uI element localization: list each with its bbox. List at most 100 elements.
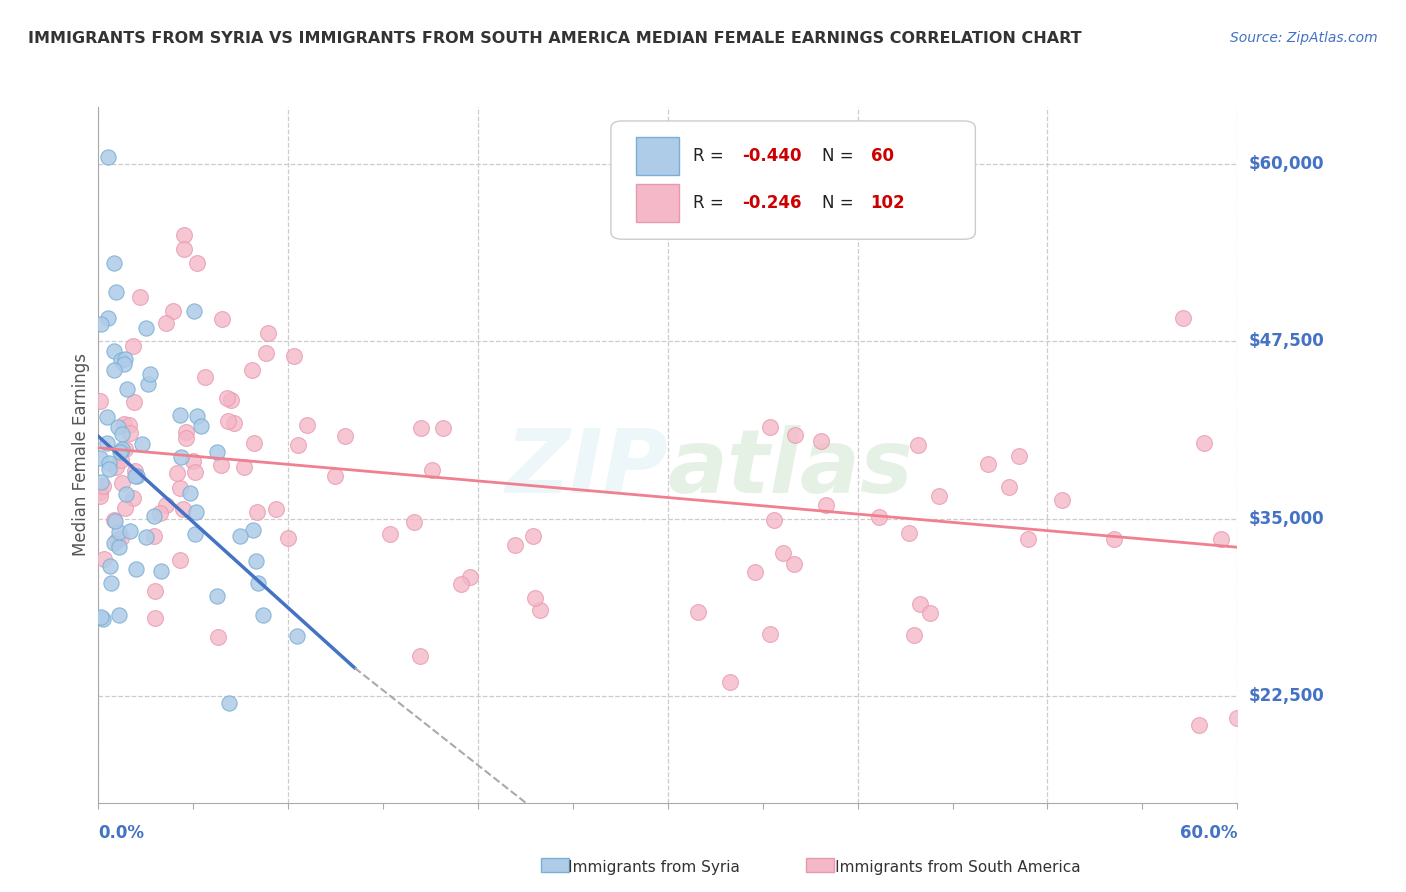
Point bbox=[108, 445, 131, 459]
Text: $60,000: $60,000 bbox=[1249, 155, 1324, 173]
Text: $47,500: $47,500 bbox=[1249, 333, 1324, 351]
Text: 0.0%: 0.0% bbox=[98, 824, 145, 842]
Point bbox=[184, 465, 207, 479]
Point bbox=[209, 458, 232, 472]
Point bbox=[103, 256, 125, 270]
Point bbox=[97, 150, 120, 164]
Point bbox=[96, 409, 118, 424]
Point bbox=[89, 394, 111, 409]
Point bbox=[98, 558, 121, 573]
Point bbox=[783, 558, 806, 572]
Point bbox=[529, 603, 551, 617]
Point bbox=[222, 416, 245, 430]
Point bbox=[229, 529, 252, 543]
Point bbox=[112, 417, 135, 432]
Point bbox=[205, 445, 228, 459]
Point bbox=[744, 565, 766, 579]
Point bbox=[1188, 717, 1211, 731]
Point bbox=[172, 501, 194, 516]
Point bbox=[1226, 710, 1249, 724]
Point bbox=[772, 546, 794, 560]
Point bbox=[103, 363, 125, 377]
Point bbox=[118, 425, 141, 440]
Point bbox=[686, 605, 709, 619]
Point bbox=[264, 502, 287, 516]
Point bbox=[166, 467, 188, 481]
Point bbox=[104, 514, 127, 528]
Point bbox=[186, 409, 208, 423]
Point bbox=[173, 227, 195, 242]
Point bbox=[458, 570, 481, 584]
Point bbox=[404, 515, 426, 529]
Text: -0.440: -0.440 bbox=[742, 147, 801, 165]
Point bbox=[169, 409, 191, 423]
Point bbox=[190, 418, 212, 433]
Point bbox=[411, 421, 433, 435]
Point bbox=[186, 256, 208, 270]
Point bbox=[183, 526, 205, 541]
Point bbox=[100, 575, 122, 590]
Text: IMMIGRANTS FROM SYRIA VS IMMIGRANTS FROM SOUTH AMERICA MEDIAN FEMALE EARNINGS CO: IMMIGRANTS FROM SYRIA VS IMMIGRANTS FROM… bbox=[28, 31, 1081, 46]
Point bbox=[810, 434, 832, 448]
Point bbox=[245, 554, 267, 568]
Point bbox=[928, 489, 950, 503]
Point bbox=[155, 498, 177, 512]
FancyBboxPatch shape bbox=[636, 136, 679, 175]
Text: Immigrants from Syria: Immigrants from Syria bbox=[534, 860, 740, 874]
Point bbox=[138, 377, 160, 392]
Point bbox=[122, 395, 145, 409]
Point bbox=[111, 475, 134, 490]
Point bbox=[89, 450, 111, 465]
Point bbox=[1171, 310, 1194, 325]
Point bbox=[169, 450, 191, 464]
Point bbox=[110, 352, 132, 367]
Point bbox=[207, 630, 229, 644]
Point bbox=[503, 538, 526, 552]
Point bbox=[90, 318, 112, 332]
Point bbox=[114, 500, 136, 515]
Point bbox=[179, 485, 201, 500]
Point bbox=[103, 535, 125, 549]
Text: Source: ZipAtlas.com: Source: ZipAtlas.com bbox=[1230, 31, 1378, 45]
Point bbox=[110, 453, 132, 467]
Point bbox=[105, 459, 128, 474]
Text: 60: 60 bbox=[870, 147, 894, 165]
Point bbox=[211, 312, 233, 326]
Point bbox=[108, 540, 131, 554]
Point bbox=[1192, 435, 1215, 450]
Point bbox=[108, 524, 131, 539]
Point bbox=[122, 491, 145, 506]
Point bbox=[162, 303, 184, 318]
Point bbox=[176, 431, 198, 445]
Point bbox=[89, 485, 111, 500]
Point bbox=[242, 523, 264, 537]
FancyBboxPatch shape bbox=[541, 858, 569, 872]
Point bbox=[91, 479, 114, 493]
Point bbox=[181, 454, 204, 468]
Point bbox=[169, 552, 191, 566]
Point bbox=[97, 311, 120, 326]
Point bbox=[111, 442, 134, 456]
Point bbox=[194, 370, 217, 384]
Point bbox=[808, 186, 831, 200]
Point bbox=[283, 349, 305, 363]
Point bbox=[184, 506, 207, 520]
Point bbox=[217, 413, 239, 427]
Point bbox=[977, 457, 1000, 471]
Point bbox=[420, 463, 443, 477]
Point bbox=[135, 530, 157, 544]
Point bbox=[1050, 493, 1073, 508]
Point bbox=[103, 513, 125, 527]
Point bbox=[143, 611, 166, 625]
Point bbox=[114, 487, 136, 501]
Point bbox=[221, 392, 243, 407]
Text: R =: R = bbox=[693, 147, 728, 165]
Point bbox=[89, 489, 111, 503]
Point bbox=[783, 428, 806, 442]
Point bbox=[143, 583, 166, 598]
Point bbox=[432, 420, 454, 434]
Point bbox=[1017, 533, 1039, 547]
Point bbox=[107, 420, 129, 434]
Point bbox=[143, 509, 166, 524]
Text: atlas: atlas bbox=[668, 425, 914, 512]
